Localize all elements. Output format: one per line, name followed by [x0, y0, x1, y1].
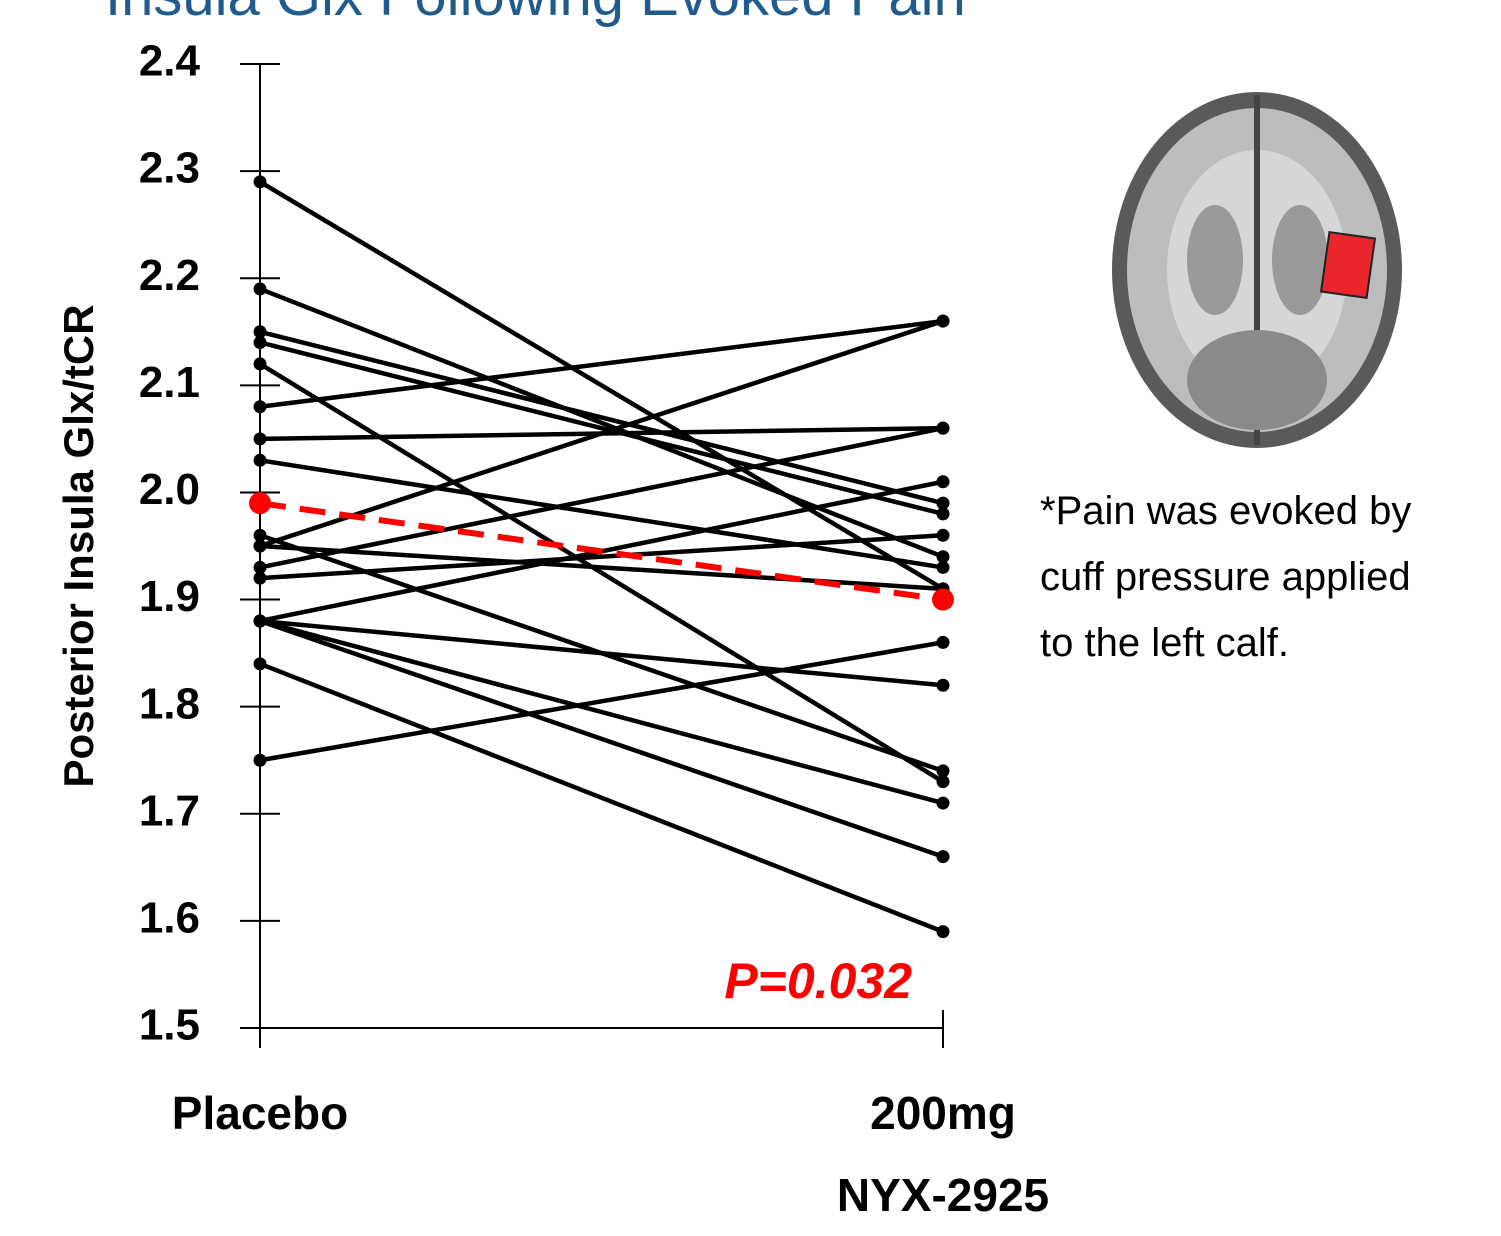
subject-marker [254, 454, 267, 467]
y-tick-label: 2.2 [139, 251, 200, 300]
mean-marker [932, 589, 954, 611]
subject-marker [254, 540, 267, 553]
p-value-annotation: P=0.032 [724, 953, 912, 1009]
footnote: *Pain was evoked by cuff pressure applie… [1040, 478, 1411, 676]
subject-line [260, 182, 943, 589]
subject-marker [254, 754, 267, 767]
subject-marker [937, 475, 950, 488]
subject-marker [937, 679, 950, 692]
subject-marker [254, 175, 267, 188]
subject-marker [254, 336, 267, 349]
subject-line [260, 428, 943, 567]
subject-line [260, 621, 943, 685]
subject-line [260, 621, 943, 803]
x-tick-label: 200mg NYX-2925 [743, 1072, 1143, 1236]
y-axis-label: Posterior Insula Glx/tCR [55, 304, 102, 787]
subject-marker [254, 614, 267, 627]
subject-marker [937, 507, 950, 520]
y-tick-label: 1.6 [139, 894, 200, 943]
mean-marker [249, 492, 271, 514]
subject-line [260, 621, 943, 857]
subject-marker [937, 925, 950, 938]
subject-marker [254, 357, 267, 370]
subject-line [260, 642, 943, 760]
subject-marker [937, 764, 950, 777]
subject-line [260, 321, 943, 407]
subject-marker [937, 797, 950, 810]
y-tick-label: 2.1 [139, 358, 200, 407]
subject-marker [937, 529, 950, 542]
y-tick-label: 2.0 [139, 465, 200, 514]
x-tick-label: Placebo [60, 1072, 460, 1154]
footnote-line: cuff pressure applied [1040, 544, 1411, 610]
y-tick-label: 1.7 [139, 786, 200, 835]
y-tick-label: 1.8 [139, 679, 200, 728]
y-tick-label: 1.9 [139, 572, 200, 621]
subject-marker [937, 850, 950, 863]
subject-marker [937, 561, 950, 574]
subject-marker [254, 657, 267, 670]
subject-marker [937, 636, 950, 649]
subject-marker [937, 422, 950, 435]
y-tick-label: 2.4 [139, 37, 201, 86]
brain-image [1112, 92, 1402, 448]
footnote-line: to the left calf. [1040, 610, 1411, 676]
y-tick-label: 2.3 [139, 144, 200, 193]
subject-marker [254, 572, 267, 585]
subject-marker [254, 400, 267, 413]
y-tick-label: 1.5 [139, 1001, 200, 1050]
subject-marker [254, 432, 267, 445]
subject-marker [254, 282, 267, 295]
footnote-line: *Pain was evoked by [1040, 478, 1411, 544]
subject-marker [937, 315, 950, 328]
page: {"chart_data": { "type": "line", "title"… [0, 0, 1501, 1210]
subject-line [260, 664, 943, 932]
